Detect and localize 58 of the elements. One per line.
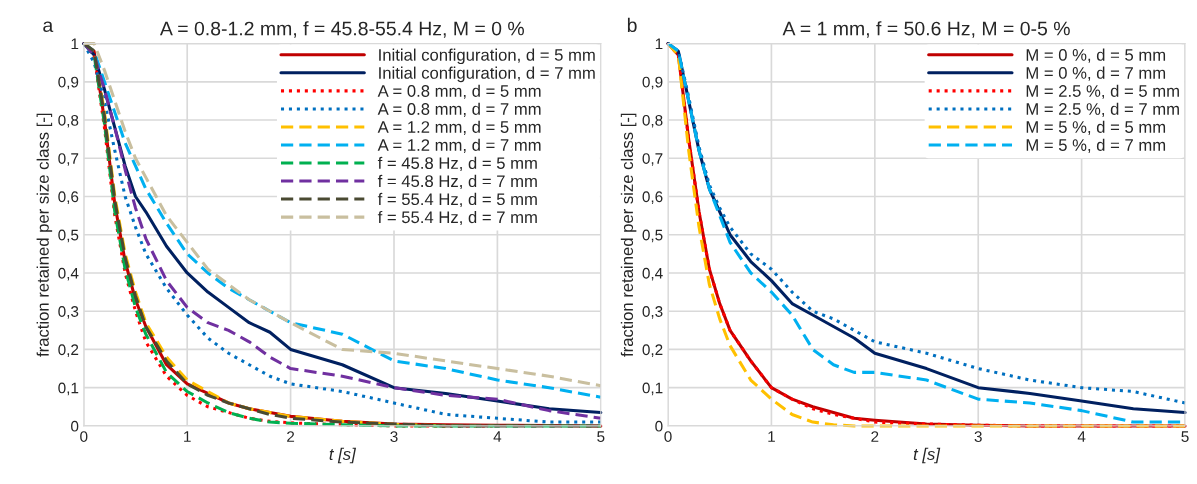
y-axis-title: fraction retained per size class [-] bbox=[36, 113, 53, 357]
y-tick-label: 0 bbox=[655, 420, 663, 432]
text: b bbox=[627, 17, 637, 33]
x-axis-title: t [s] bbox=[913, 447, 941, 464]
legend-label: A = 0.8 mm, d = 7 mm bbox=[377, 102, 541, 117]
y-axis-title: fraction retained per size class [-] bbox=[620, 113, 637, 357]
legend-label: Initial configuration, d = 5 mm bbox=[379, 48, 595, 65]
x-tick-label: 1 bbox=[768, 431, 775, 442]
y-tick-label: 0,3 bbox=[58, 306, 79, 319]
text: a bbox=[43, 21, 54, 33]
x-tick-label: 4 bbox=[1077, 431, 1086, 442]
x-tick-label: 4 bbox=[493, 431, 502, 442]
y-tick-label: 0,5 bbox=[642, 229, 663, 243]
x-tick-label: 1 bbox=[184, 431, 191, 442]
y-tick-label: 0,8 bbox=[642, 114, 663, 128]
legend-label: f = 55.4 Hz, d = 7 mm bbox=[377, 210, 537, 226]
x-axis-title: t [s] bbox=[329, 447, 357, 464]
chart-title: A = 0.8-1.2 mm, f = 45.8-55.4 Hz, M = 0 % bbox=[159, 21, 524, 38]
y-tick-label: 0,2 bbox=[642, 344, 663, 357]
y-tick-label: 0,6 bbox=[642, 191, 663, 204]
y-tick-label: 1 bbox=[655, 38, 663, 50]
legend-label: A = 0.8 mm, d = 5 mm bbox=[377, 84, 541, 99]
x-tick-label: 5 bbox=[1181, 431, 1189, 442]
y-tick-label: 0,7 bbox=[58, 153, 79, 166]
x-tick-label: 0 bbox=[80, 431, 88, 442]
legend-label: f = 45.8 Hz, d = 7 mm bbox=[377, 174, 537, 190]
y-tick-label: 0,5 bbox=[58, 229, 79, 243]
legend-label: Initial configuration, d = 7 mm bbox=[379, 66, 595, 83]
legend-label: A = 1.2 mm, d = 5 mm bbox=[377, 120, 541, 135]
legend-label: M = 5 %, d = 7 mm bbox=[1026, 138, 1166, 153]
y-tick-label: 0,8 bbox=[58, 114, 79, 128]
legend-label: A = 1.2 mm, d = 7 mm bbox=[377, 138, 541, 153]
y-tick-label: 0,6 bbox=[58, 191, 79, 204]
y-tick-label: 0,9 bbox=[58, 76, 79, 90]
y-tick-label: 1 bbox=[71, 38, 79, 50]
y-tick-label: 0,1 bbox=[58, 382, 79, 396]
legend-label: M = 0 %, d = 7 mm bbox=[1026, 66, 1166, 81]
x-tick-label: 3 bbox=[974, 431, 982, 442]
legend-label: f = 55.4 Hz, d = 5 mm bbox=[377, 192, 537, 208]
legend-label: M = 2.5 %, d = 5 mm bbox=[1026, 84, 1179, 99]
x-tick-label: 5 bbox=[597, 431, 605, 442]
legend-label: M = 0 %, d = 5 mm bbox=[1026, 48, 1166, 63]
y-tick-label: 0,9 bbox=[642, 76, 663, 90]
legend-label: f = 45.8 Hz, d = 5 mm bbox=[377, 156, 537, 171]
y-tick-label: 0,1 bbox=[642, 382, 663, 396]
y-tick-label: 0,2 bbox=[58, 344, 79, 357]
x-tick-label: 0 bbox=[664, 431, 672, 442]
legend-label: M = 5 %, d = 5 mm bbox=[1026, 120, 1166, 135]
chart-title: A = 1 mm, f = 50.6 Hz, M = 0-5 % bbox=[782, 21, 1070, 38]
x-tick-label: 3 bbox=[390, 431, 398, 442]
y-tick-label: 0,4 bbox=[642, 267, 663, 281]
y-tick-label: 0,3 bbox=[642, 306, 663, 319]
y-tick-label: 0 bbox=[71, 420, 79, 432]
x-tick-label: 2 bbox=[871, 431, 879, 442]
y-tick-label: 0,7 bbox=[642, 153, 663, 166]
legend-label: M = 2.5 %, d = 7 mm bbox=[1026, 102, 1179, 117]
y-tick-label: 0,4 bbox=[58, 267, 79, 281]
x-tick-label: 2 bbox=[287, 431, 295, 442]
